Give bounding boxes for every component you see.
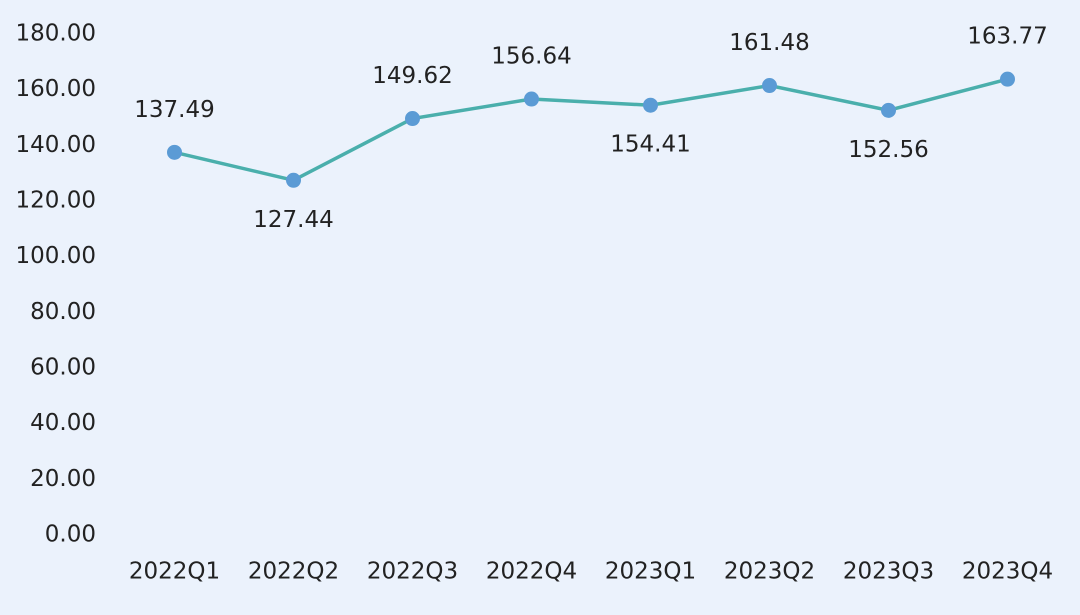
y-tick-label: 160.00 <box>16 76 96 102</box>
y-tick-label: 60.00 <box>30 355 96 381</box>
marker <box>405 111 420 127</box>
x-tick-label: 2023Q1 <box>605 559 696 585</box>
x-tick-label: 2023Q2 <box>724 559 815 585</box>
marker <box>1000 71 1015 87</box>
data-label: 137.49 <box>134 97 214 123</box>
y-tick-label: 80.00 <box>30 299 96 325</box>
marker <box>881 102 896 118</box>
data-label: 163.77 <box>967 24 1047 50</box>
x-tick-label: 2022Q1 <box>129 559 220 585</box>
data-label: 154.41 <box>610 132 690 158</box>
x-tick-label: 2022Q3 <box>367 559 458 585</box>
data-label: 161.48 <box>729 30 809 56</box>
data-label: 149.62 <box>372 63 452 89</box>
marker <box>762 78 777 94</box>
x-tick-label: 2022Q4 <box>486 559 577 585</box>
data-label: 127.44 <box>253 207 333 233</box>
y-tick-label: 140.00 <box>16 132 96 158</box>
y-tick-label: 120.00 <box>16 188 96 214</box>
x-tick-label: 2023Q3 <box>843 559 934 585</box>
line <box>174 77 1008 183</box>
y-tick-label: 40.00 <box>30 410 96 436</box>
data-label: 156.64 <box>491 44 571 70</box>
marker <box>643 97 658 113</box>
y-tick-label: 20.00 <box>30 466 96 492</box>
y-tick-label: 180.00 <box>16 21 96 47</box>
marker <box>524 91 539 107</box>
x-tick-label: 2022Q2 <box>248 559 339 585</box>
marker <box>167 144 182 160</box>
data-label: 152.56 <box>848 137 928 163</box>
y-tick-label: 100.00 <box>16 243 96 269</box>
y-tick-label: 0.00 <box>45 522 96 548</box>
marker <box>286 172 301 188</box>
x-tick-label: 2023Q4 <box>962 559 1053 585</box>
